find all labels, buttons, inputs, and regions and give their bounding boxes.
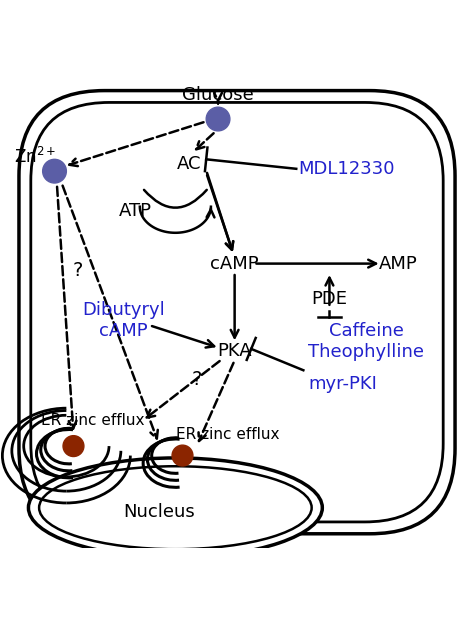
Text: Zn$^{2+}$: Zn$^{2+}$ <box>14 147 56 167</box>
Ellipse shape <box>28 458 322 557</box>
Text: Dibutyryl
cAMP: Dibutyryl cAMP <box>82 301 164 340</box>
Text: AMP: AMP <box>379 254 418 272</box>
Text: cAMP: cAMP <box>210 254 259 272</box>
Text: ER zinc efflux: ER zinc efflux <box>176 427 279 442</box>
Text: ?: ? <box>191 370 202 389</box>
Text: ATP: ATP <box>118 202 152 220</box>
Text: Nucleus: Nucleus <box>123 503 195 521</box>
Text: ?: ? <box>73 261 83 280</box>
Circle shape <box>63 435 84 457</box>
Ellipse shape <box>39 466 311 549</box>
Text: MDL12330: MDL12330 <box>299 160 395 178</box>
Text: PDE: PDE <box>311 290 347 308</box>
Circle shape <box>172 445 193 466</box>
Text: myr-PKI: myr-PKI <box>308 376 377 394</box>
Text: Caffeine
Theophylline: Caffeine Theophylline <box>308 322 424 361</box>
Text: PKA: PKA <box>217 342 252 360</box>
Text: ER zinc efflux: ER zinc efflux <box>41 412 144 427</box>
Circle shape <box>43 159 66 183</box>
Text: AC: AC <box>177 155 202 173</box>
Text: Glucose: Glucose <box>182 86 254 104</box>
Circle shape <box>206 107 230 131</box>
